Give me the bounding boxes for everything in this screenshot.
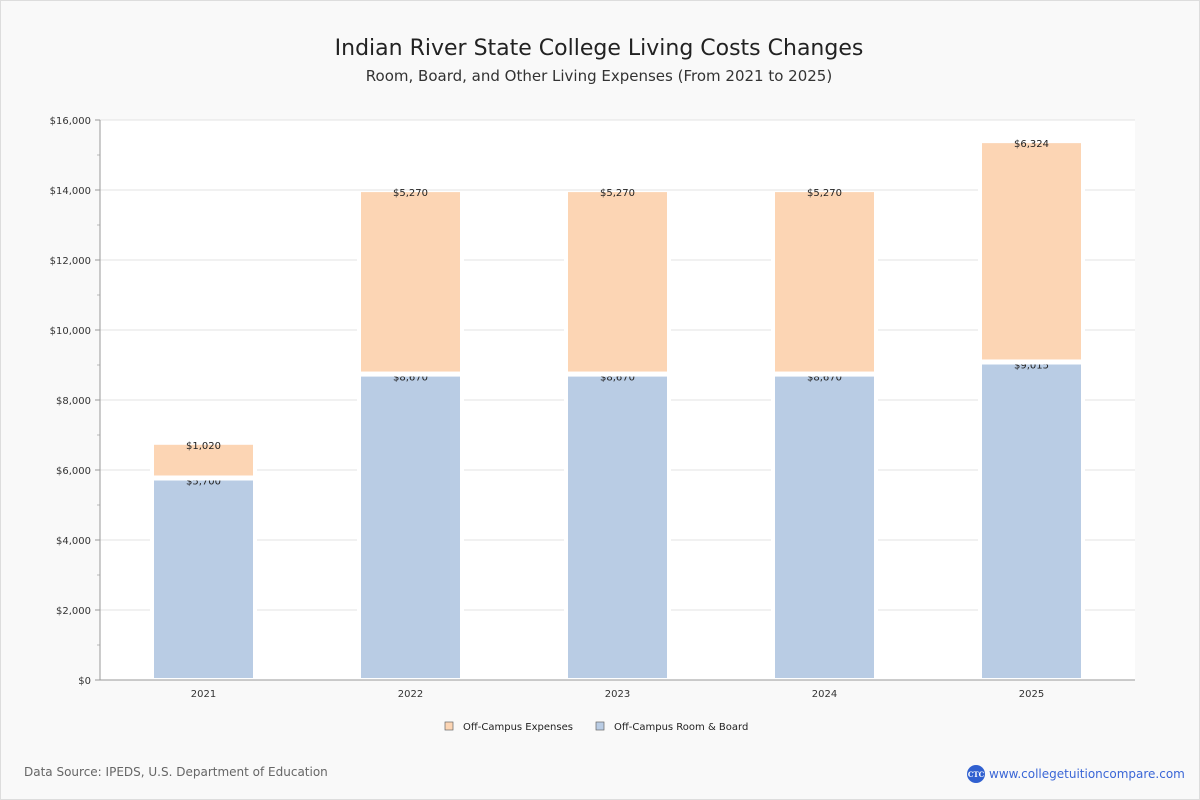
y-tick-label: $0 (78, 676, 91, 687)
chart-subtitle: Room, Board, and Other Living Expenses (… (365, 67, 833, 85)
legend-swatch (444, 721, 454, 731)
data-label: $8,670 (600, 373, 635, 384)
data-label: $5,270 (600, 188, 635, 199)
data-label: $8,670 (393, 373, 428, 384)
data-label: $1,020 (186, 441, 221, 452)
bar-room-board (568, 376, 667, 678)
bar-expenses (568, 192, 667, 372)
bar-room-board (361, 376, 460, 678)
bar-expenses (154, 444, 253, 476)
y-tick-label: $14,000 (50, 186, 91, 197)
bar-room-board (154, 480, 253, 678)
ctc-logo-icon: CTC (967, 765, 985, 783)
legend-label: Off-Campus Expenses (463, 722, 573, 733)
data-label: $5,270 (393, 188, 428, 199)
bar-room-board (982, 364, 1081, 678)
x-tick-label: 2025 (1019, 689, 1044, 700)
data-label: $6,324 (1014, 139, 1049, 150)
bar-expenses (982, 143, 1081, 360)
x-tick-label: 2023 (605, 689, 630, 700)
data-label: $9,015 (1014, 360, 1049, 371)
data-label: $8,670 (807, 373, 842, 384)
data-label: $5,270 (807, 188, 842, 199)
x-tick-label: 2024 (812, 689, 837, 700)
bar-expenses (361, 192, 460, 372)
brand-url[interactable]: www.collegetuitioncompare.com (989, 767, 1185, 781)
data-label: $5,700 (186, 477, 221, 488)
legend-label: Off-Campus Room & Board (614, 722, 748, 733)
data-source: Data Source: IPEDS, U.S. Department of E… (24, 765, 328, 779)
x-tick-label: 2021 (191, 689, 216, 700)
bar-expenses (775, 192, 874, 372)
bar-room-board (775, 376, 874, 678)
x-tick-label: 2022 (398, 689, 423, 700)
y-tick-label: $12,000 (50, 256, 91, 267)
y-tick-label: $6,000 (56, 466, 91, 477)
y-tick-label: $10,000 (50, 326, 91, 337)
y-tick-label: $2,000 (56, 606, 91, 617)
brand-link[interactable]: CTC www.collegetuitioncompare.com (967, 765, 1185, 783)
y-tick-label: $16,000 (50, 116, 91, 127)
y-tick-label: $4,000 (56, 536, 91, 547)
legend-swatch (595, 721, 605, 731)
y-tick-label: $8,000 (56, 396, 91, 407)
chart-title: Indian River State College Living Costs … (334, 36, 864, 61)
